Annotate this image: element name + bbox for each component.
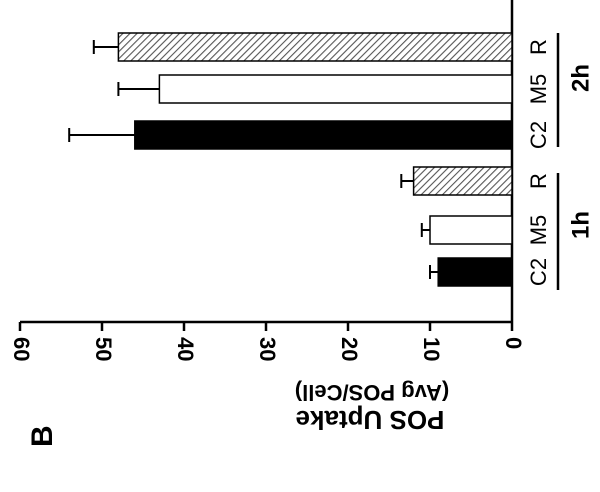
category-label-2h-C2: C2 <box>526 121 551 149</box>
value-tick-label: 30 <box>255 337 280 361</box>
category-label-2h-R: R <box>526 39 551 55</box>
category-label-1h-R: R <box>526 173 551 189</box>
group-label-2h: 2h <box>567 64 594 92</box>
value-tick-label: 40 <box>173 337 198 361</box>
bar-1h-C2 <box>437 257 513 287</box>
plot-area: 0 10 20 30 40 50 60 POS Uptake(Avg POS/Cell) C2 M… <box>9 0 594 435</box>
value-axis-units: (Avg POS/Cell) <box>295 380 449 405</box>
bar-2h-R <box>117 32 513 62</box>
bar-2h-C2 <box>134 120 513 150</box>
category-label-2h-M5: M5 <box>526 74 551 105</box>
value-tick-label: 50 <box>91 337 116 361</box>
value-axis-title: POS Uptake <box>296 405 445 435</box>
value-tick-label: 60 <box>9 337 34 361</box>
category-label-1h-C2: C2 <box>526 258 551 286</box>
value-tick-label: 10 <box>419 337 444 361</box>
value-tick-label: 20 <box>337 337 362 361</box>
bar-1h-M5 <box>429 215 513 245</box>
category-label-1h-M5: M5 <box>526 215 551 246</box>
bar-1h-R <box>412 166 513 196</box>
bar-2h-M5 <box>158 74 513 104</box>
value-tick-label: 0 <box>501 337 526 349</box>
panel-letter: B <box>26 425 59 447</box>
group-label-1h: 1h <box>567 211 594 239</box>
